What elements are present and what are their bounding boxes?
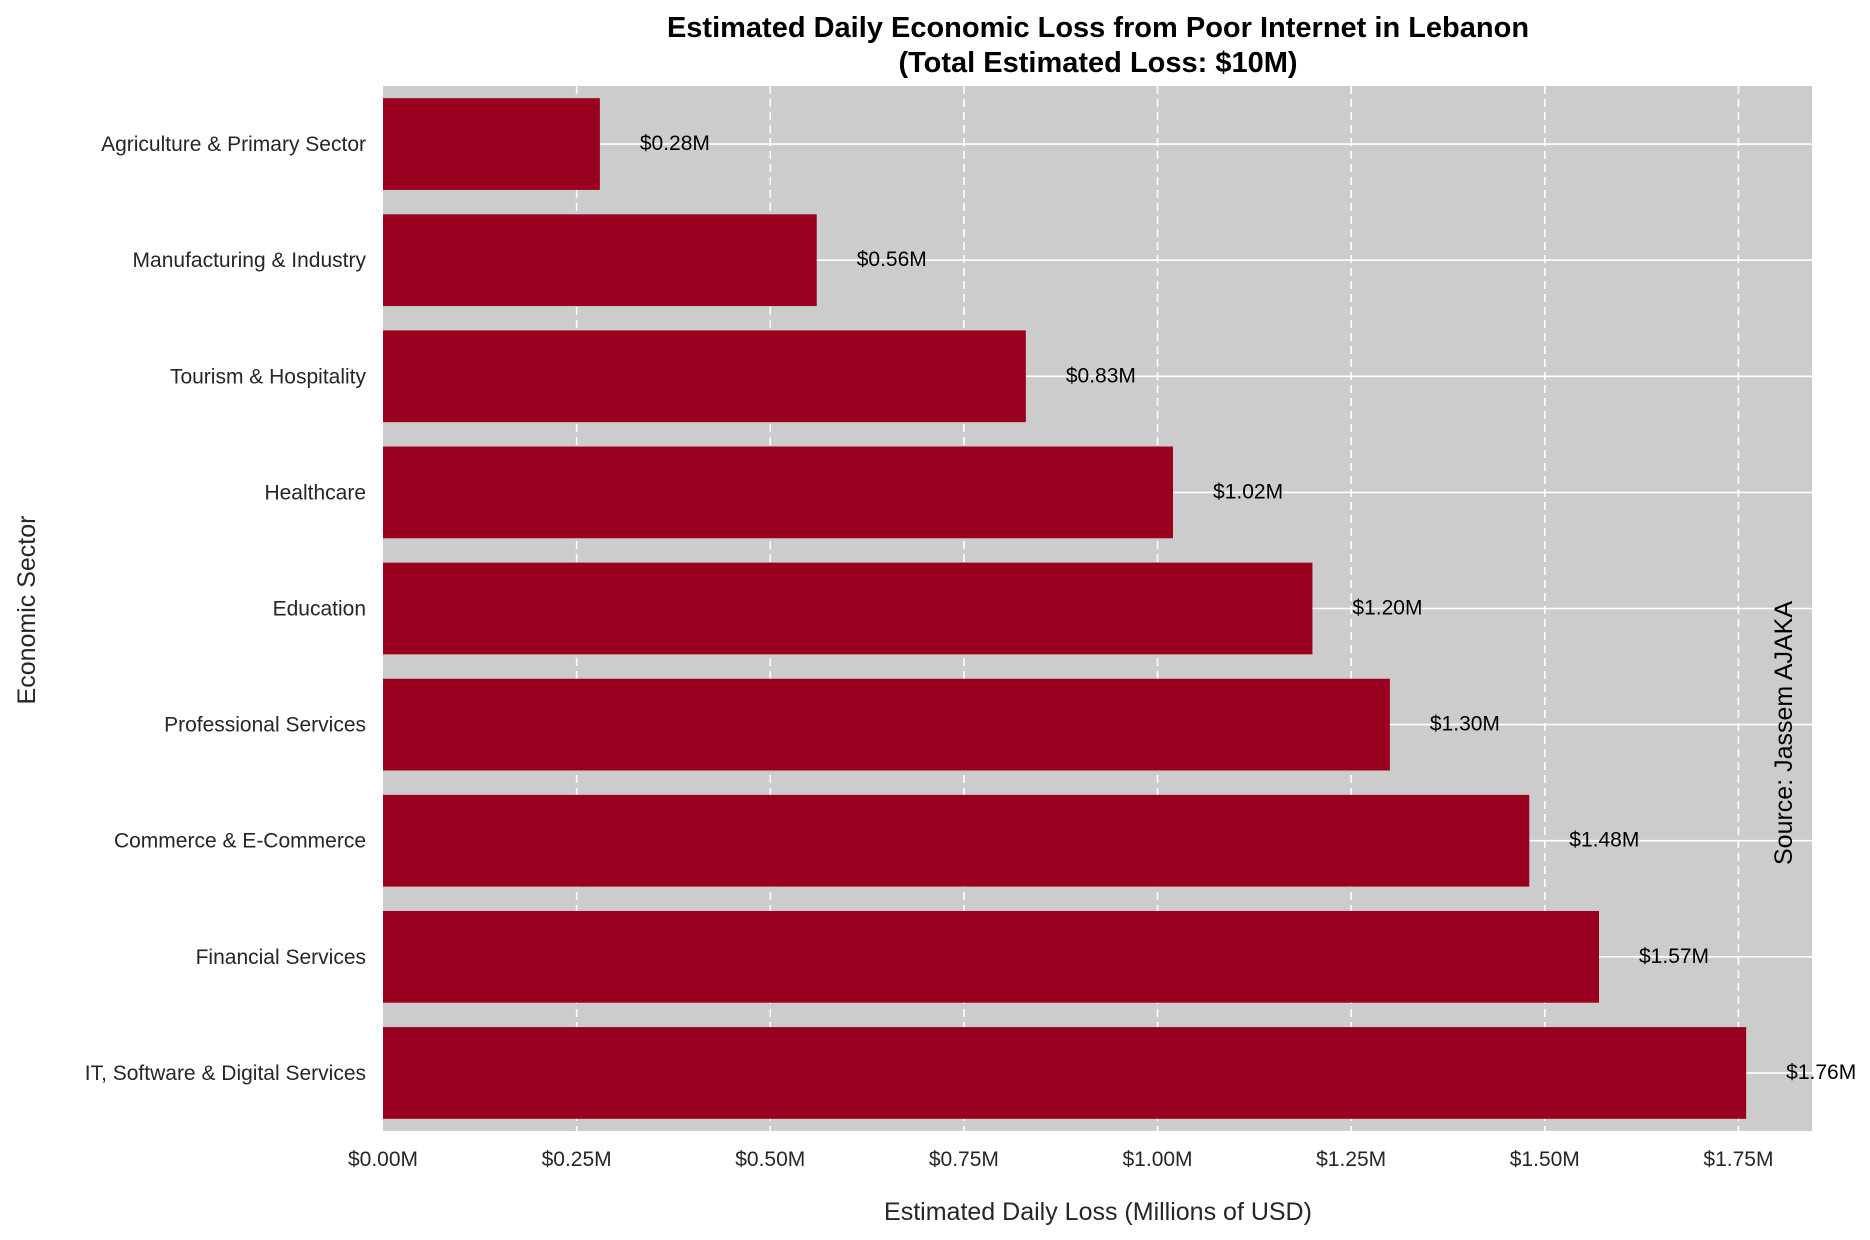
bar	[383, 794, 1530, 887]
bar	[383, 1027, 1747, 1119]
y-tick-labels: Agriculture & Primary Sector Manufacturin…	[85, 133, 367, 1085]
y-tick-label: Tourism & Hospitality	[170, 365, 367, 388]
x-tick-labels: $0.00M $0.25M $0.50M $0.75M $1.00M $1.25M $1.5…	[348, 1148, 1773, 1171]
bar	[383, 910, 1600, 1003]
y-tick-label: Education	[273, 598, 366, 621]
source-note: Source: Jassem AJAKA	[1770, 601, 1798, 865]
chart-title: Estimated Daily Economic Loss from Poor …	[667, 12, 1529, 44]
data-label: $1.76M	[1786, 1061, 1856, 1084]
bar	[383, 330, 1026, 423]
x-tick-label: $1.50M	[1510, 1148, 1580, 1171]
data-label: $0.83M	[1066, 364, 1136, 387]
y-tick-label: Commerce & E-Commerce	[114, 830, 366, 853]
y-tick-label: Manufacturing & Industry	[133, 249, 367, 272]
x-tick-label: $0.00M	[348, 1148, 418, 1171]
x-tick-label: $1.25M	[1316, 1148, 1386, 1171]
x-tick-label: $0.25M	[542, 1148, 612, 1171]
y-tick-label: Agriculture & Primary Sector	[101, 133, 366, 156]
data-label: $1.02M	[1213, 480, 1283, 503]
data-labels: $0.28M $0.56M $0.83M $1.02M $1.20M $1.30M $1.4…	[640, 132, 1856, 1084]
bars	[383, 98, 1747, 1119]
y-tick-label: Healthcare	[264, 481, 366, 504]
data-label: $0.28M	[640, 132, 710, 155]
y-tick-label: Professional Services	[164, 714, 366, 737]
data-label: $1.48M	[1569, 829, 1639, 852]
x-tick-label: $1.00M	[1123, 1148, 1193, 1171]
data-label: $1.20M	[1352, 597, 1422, 620]
y-tick-label: IT, Software & Digital Services	[85, 1062, 366, 1085]
bar	[383, 678, 1390, 771]
data-label: $0.56M	[857, 248, 927, 271]
x-tick-label: $0.75M	[929, 1148, 999, 1171]
x-tick-label: $0.50M	[735, 1148, 805, 1171]
y-axis-label: Economic Sector	[13, 516, 41, 705]
x-axis-label: Estimated Daily Loss (Millions of USD)	[884, 1198, 1312, 1226]
x-tick-label: $1.75M	[1703, 1148, 1773, 1171]
bar	[383, 214, 817, 307]
data-label: $1.57M	[1639, 945, 1709, 968]
bar	[383, 562, 1313, 655]
data-label: $1.30M	[1430, 713, 1500, 736]
bar	[383, 446, 1174, 539]
y-tick-label: Financial Services	[196, 946, 366, 969]
bar	[383, 98, 600, 190]
chart-subtitle: (Total Estimated Loss: $10M)	[898, 47, 1297, 79]
